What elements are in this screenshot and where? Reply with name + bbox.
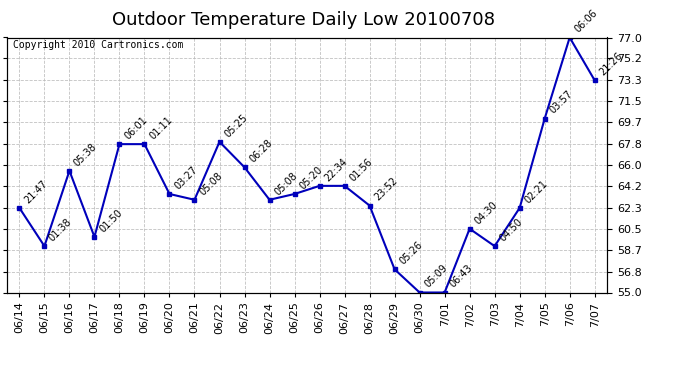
Text: 04:50: 04:50	[497, 217, 524, 243]
Text: 04:30: 04:30	[473, 199, 499, 226]
Text: 06:43: 06:43	[447, 263, 474, 290]
Text: 21:47: 21:47	[22, 178, 49, 205]
Text: 02:21: 02:21	[522, 178, 549, 205]
Text: 05:08: 05:08	[197, 170, 224, 197]
Text: 03:27: 03:27	[172, 164, 199, 191]
Text: 05:08: 05:08	[273, 170, 299, 197]
Text: 01:11: 01:11	[147, 115, 174, 141]
Text: 05:26: 05:26	[397, 240, 424, 267]
Text: 21:26: 21:26	[598, 51, 624, 78]
Text: 05:25: 05:25	[222, 112, 249, 139]
Text: 06:28: 06:28	[247, 138, 274, 165]
Text: Copyright 2010 Cartronics.com: Copyright 2010 Cartronics.com	[13, 40, 184, 50]
Text: Outdoor Temperature Daily Low 20100708: Outdoor Temperature Daily Low 20100708	[112, 11, 495, 29]
Text: 06:01: 06:01	[122, 115, 149, 141]
Text: 01:38: 01:38	[47, 217, 74, 243]
Text: 23:52: 23:52	[373, 176, 400, 203]
Text: 01:56: 01:56	[347, 156, 374, 183]
Text: 06:06: 06:06	[573, 8, 599, 35]
Text: 22:34: 22:34	[322, 156, 349, 183]
Text: 05:20: 05:20	[297, 164, 324, 191]
Text: 05:38: 05:38	[72, 141, 99, 168]
Text: 05:09: 05:09	[422, 263, 449, 290]
Text: 03:57: 03:57	[547, 89, 574, 116]
Text: 01:50: 01:50	[97, 207, 124, 234]
